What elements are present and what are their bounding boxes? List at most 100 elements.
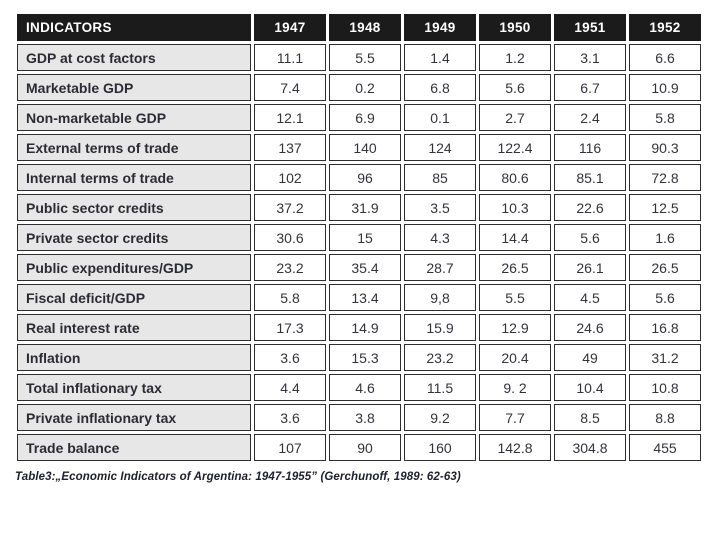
header-year-1948: 1948	[329, 14, 401, 41]
value-cell: 2.7	[479, 104, 551, 131]
table-row: Real interest rate 17.3 14.9 15.9 12.9 24.6 1…	[17, 314, 701, 341]
table-row: Fiscal deficit/GDP 5.8 13.4 9,8 5.5 4.5 5.6	[17, 284, 701, 311]
value-cell: 455	[629, 434, 701, 461]
value-cell: 107	[254, 434, 326, 461]
value-cell: 9. 2	[479, 374, 551, 401]
value-cell: 160	[404, 434, 476, 461]
header-year-1952: 1952	[629, 14, 701, 41]
value-cell: 5.8	[254, 284, 326, 311]
value-cell: 5.5	[479, 284, 551, 311]
table-body: GDP at cost factors 11.1 5.5 1.4 1.2 3.1 6.6 …	[17, 44, 701, 461]
value-cell: 3.1	[554, 44, 626, 71]
value-cell: 24.6	[554, 314, 626, 341]
value-cell: 4.6	[329, 374, 401, 401]
value-cell: 3.6	[254, 344, 326, 371]
row-label: Non-marketable GDP	[17, 104, 251, 131]
value-cell: 35.4	[329, 254, 401, 281]
value-cell: 8.5	[554, 404, 626, 431]
value-cell: 102	[254, 164, 326, 191]
value-cell: 37.2	[254, 194, 326, 221]
row-label: GDP at cost factors	[17, 44, 251, 71]
value-cell: 5.6	[554, 224, 626, 251]
value-cell: 5.8	[629, 104, 701, 131]
value-cell: 20.4	[479, 344, 551, 371]
value-cell: 80.6	[479, 164, 551, 191]
row-label: Total inflationary tax	[17, 374, 251, 401]
row-label: Private sector credits	[17, 224, 251, 251]
table-caption: Table3:„Economic Indicators of Argentina…	[15, 471, 461, 483]
value-cell: 17.3	[254, 314, 326, 341]
value-cell: 1.4	[404, 44, 476, 71]
value-cell: 96	[329, 164, 401, 191]
value-cell: 9.2	[404, 404, 476, 431]
value-cell: 6.7	[554, 74, 626, 101]
value-cell: 14.9	[329, 314, 401, 341]
value-cell: 5.5	[329, 44, 401, 71]
value-cell: 4.3	[404, 224, 476, 251]
value-cell: 140	[329, 134, 401, 161]
value-cell: 7.4	[254, 74, 326, 101]
row-label: Fiscal deficit/GDP	[17, 284, 251, 311]
header-indicators: INDICATORS	[17, 14, 251, 41]
header-year-1949: 1949	[404, 14, 476, 41]
header-year-1951: 1951	[554, 14, 626, 41]
value-cell: 5.6	[629, 284, 701, 311]
value-cell: 5.6	[479, 74, 551, 101]
value-cell: 10.9	[629, 74, 701, 101]
value-cell: 85	[404, 164, 476, 191]
value-cell: 31.2	[629, 344, 701, 371]
value-cell: 22.6	[554, 194, 626, 221]
header-year-1950: 1950	[479, 14, 551, 41]
value-cell: 30.6	[254, 224, 326, 251]
value-cell: 12.5	[629, 194, 701, 221]
value-cell: 4.4	[254, 374, 326, 401]
table-row: Private sector credits 30.6 15 4.3 14.4 5.6 1…	[17, 224, 701, 251]
value-cell: 6.9	[329, 104, 401, 131]
value-cell: 10.4	[554, 374, 626, 401]
row-label: Public sector credits	[17, 194, 251, 221]
value-cell: 26.1	[554, 254, 626, 281]
value-cell: 23.2	[254, 254, 326, 281]
value-cell: 12.1	[254, 104, 326, 131]
header-year-1947: 1947	[254, 14, 326, 41]
value-cell: 142.8	[479, 434, 551, 461]
value-cell: 0.1	[404, 104, 476, 131]
row-label: Private inflationary tax	[17, 404, 251, 431]
value-cell: 3.6	[254, 404, 326, 431]
table-row: Total inflationary tax 4.4 4.6 11.5 9. 2 10.…	[17, 374, 701, 401]
row-label: Inflation	[17, 344, 251, 371]
value-cell: 14.4	[479, 224, 551, 251]
table-row: Private inflationary tax 3.6 3.8 9.2 7.7 8.5…	[17, 404, 701, 431]
value-cell: 10.8	[629, 374, 701, 401]
row-label: External terms of trade	[17, 134, 251, 161]
value-cell: 12.9	[479, 314, 551, 341]
value-cell: 28.7	[404, 254, 476, 281]
value-cell: 137	[254, 134, 326, 161]
value-cell: 72.8	[629, 164, 701, 191]
table-row: Inflation 3.6 15.3 23.2 20.4 49 31.2	[17, 344, 701, 371]
value-cell: 15	[329, 224, 401, 251]
value-cell: 9,8	[404, 284, 476, 311]
value-cell: 3.8	[329, 404, 401, 431]
table-row: External terms of trade 137 140 124 122.4 11…	[17, 134, 701, 161]
table-row: Non-marketable GDP 12.1 6.9 0.1 2.7 2.4 5.8	[17, 104, 701, 131]
value-cell: 49	[554, 344, 626, 371]
value-cell: 4.5	[554, 284, 626, 311]
row-label: Marketable GDP	[17, 74, 251, 101]
value-cell: 23.2	[404, 344, 476, 371]
row-label: Trade balance	[17, 434, 251, 461]
value-cell: 15.9	[404, 314, 476, 341]
value-cell: 3.5	[404, 194, 476, 221]
value-cell: 13.4	[329, 284, 401, 311]
value-cell: 16.8	[629, 314, 701, 341]
table-row: Public sector credits 37.2 31.9 3.5 10.3 22.…	[17, 194, 701, 221]
table-header: INDICATORS 1947 1948 1949 1950 1951 1952	[17, 14, 701, 41]
economic-indicators-table: INDICATORS 1947 1948 1949 1950 1951 1952…	[14, 11, 704, 464]
table-row: Public expenditures/GDP 23.2 35.4 28.7 26.5…	[17, 254, 701, 281]
page: INDICATORS 1947 1948 1949 1950 1951 1952…	[14, 11, 704, 483]
value-cell: 10.3	[479, 194, 551, 221]
value-cell: 11.1	[254, 44, 326, 71]
value-cell: 0.2	[329, 74, 401, 101]
value-cell: 7.7	[479, 404, 551, 431]
value-cell: 31.9	[329, 194, 401, 221]
